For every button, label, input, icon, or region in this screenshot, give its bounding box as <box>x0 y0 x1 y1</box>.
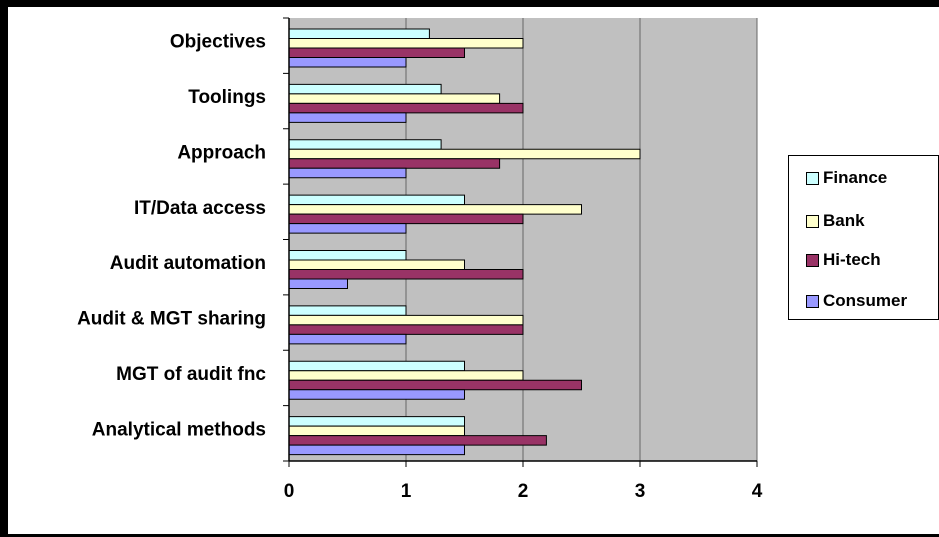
bar-consumer-3 <box>288 223 407 234</box>
category-label: Approach <box>177 142 266 163</box>
legend-swatch <box>806 253 819 267</box>
legend-swatch <box>806 214 819 228</box>
x-tick-labels: 0 1 2 3 4 <box>284 481 763 502</box>
legend-label: Consumer <box>823 291 908 310</box>
x-tick-label: 3 <box>635 481 646 502</box>
bar-finance-6 <box>288 360 465 372</box>
legend-item: Hi-tech <box>806 250 881 270</box>
category-label: Analytical methods <box>92 419 266 440</box>
bar-finance-0 <box>288 28 430 39</box>
category-label: IT/Data access <box>134 198 266 219</box>
bar-finance-5 <box>288 305 407 316</box>
bar-hi-tech-0 <box>288 47 465 58</box>
legend-label: Bank <box>823 211 865 230</box>
bar-hi-tech-5 <box>288 324 524 335</box>
category-label: Toolings <box>188 87 266 108</box>
x-tick-label: 0 <box>284 481 295 502</box>
bar-finance-2 <box>288 139 442 150</box>
bar-hi-tech-2 <box>288 158 501 169</box>
bar-consumer-7 <box>288 444 465 456</box>
bar-bank-1 <box>288 93 501 104</box>
x-tick-label: 4 <box>752 481 763 502</box>
category-label: Audit automation <box>110 253 266 274</box>
bars <box>288 28 641 456</box>
legend-item: Bank <box>806 211 865 231</box>
bar-hi-tech-1 <box>288 102 524 114</box>
bar-bank-3 <box>288 204 582 215</box>
bar-bank-6 <box>288 370 524 381</box>
bar-finance-4 <box>288 250 407 261</box>
x-tick-label: 1 <box>401 481 412 502</box>
legend-item: Consumer <box>806 291 907 311</box>
legend-swatch <box>806 171 819 185</box>
bar-bank-4 <box>288 259 465 270</box>
bar-consumer-5 <box>288 333 407 345</box>
bar-hi-tech-6 <box>288 379 582 391</box>
axes <box>283 17 758 467</box>
legend-label: Finance <box>823 168 888 187</box>
category-label: MGT of audit fnc <box>116 364 266 385</box>
category-label: Audit & MGT sharing <box>77 309 266 330</box>
category-label: Objectives <box>170 32 266 53</box>
legend-swatch <box>806 294 819 308</box>
x-tick-label: 2 <box>518 481 529 502</box>
bar-hi-tech-7 <box>288 435 547 446</box>
category-labels: Objectives Toolings Approach IT/Data access… <box>77 32 266 441</box>
bar-bank-5 <box>288 314 524 326</box>
bar-consumer-1 <box>288 112 407 123</box>
bar-consumer-6 <box>288 389 465 400</box>
bar-bank-0 <box>288 38 524 49</box>
bar-bank-7 <box>288 425 465 437</box>
bar-bank-2 <box>288 148 641 160</box>
bar-consumer-0 <box>288 57 407 68</box>
bar-hi-tech-4 <box>288 269 524 280</box>
bar-finance-7 <box>288 416 465 427</box>
bar-consumer-4 <box>288 278 348 289</box>
legend-label: Hi-tech <box>823 250 881 269</box>
legend-item: Finance <box>806 168 887 188</box>
legend: Finance Bank Hi-tech Consumer <box>788 155 939 320</box>
bar-finance-1 <box>288 83 442 95</box>
bar-hi-tech-3 <box>288 213 524 225</box>
bar-consumer-2 <box>288 167 407 179</box>
bar-finance-3 <box>288 194 465 206</box>
